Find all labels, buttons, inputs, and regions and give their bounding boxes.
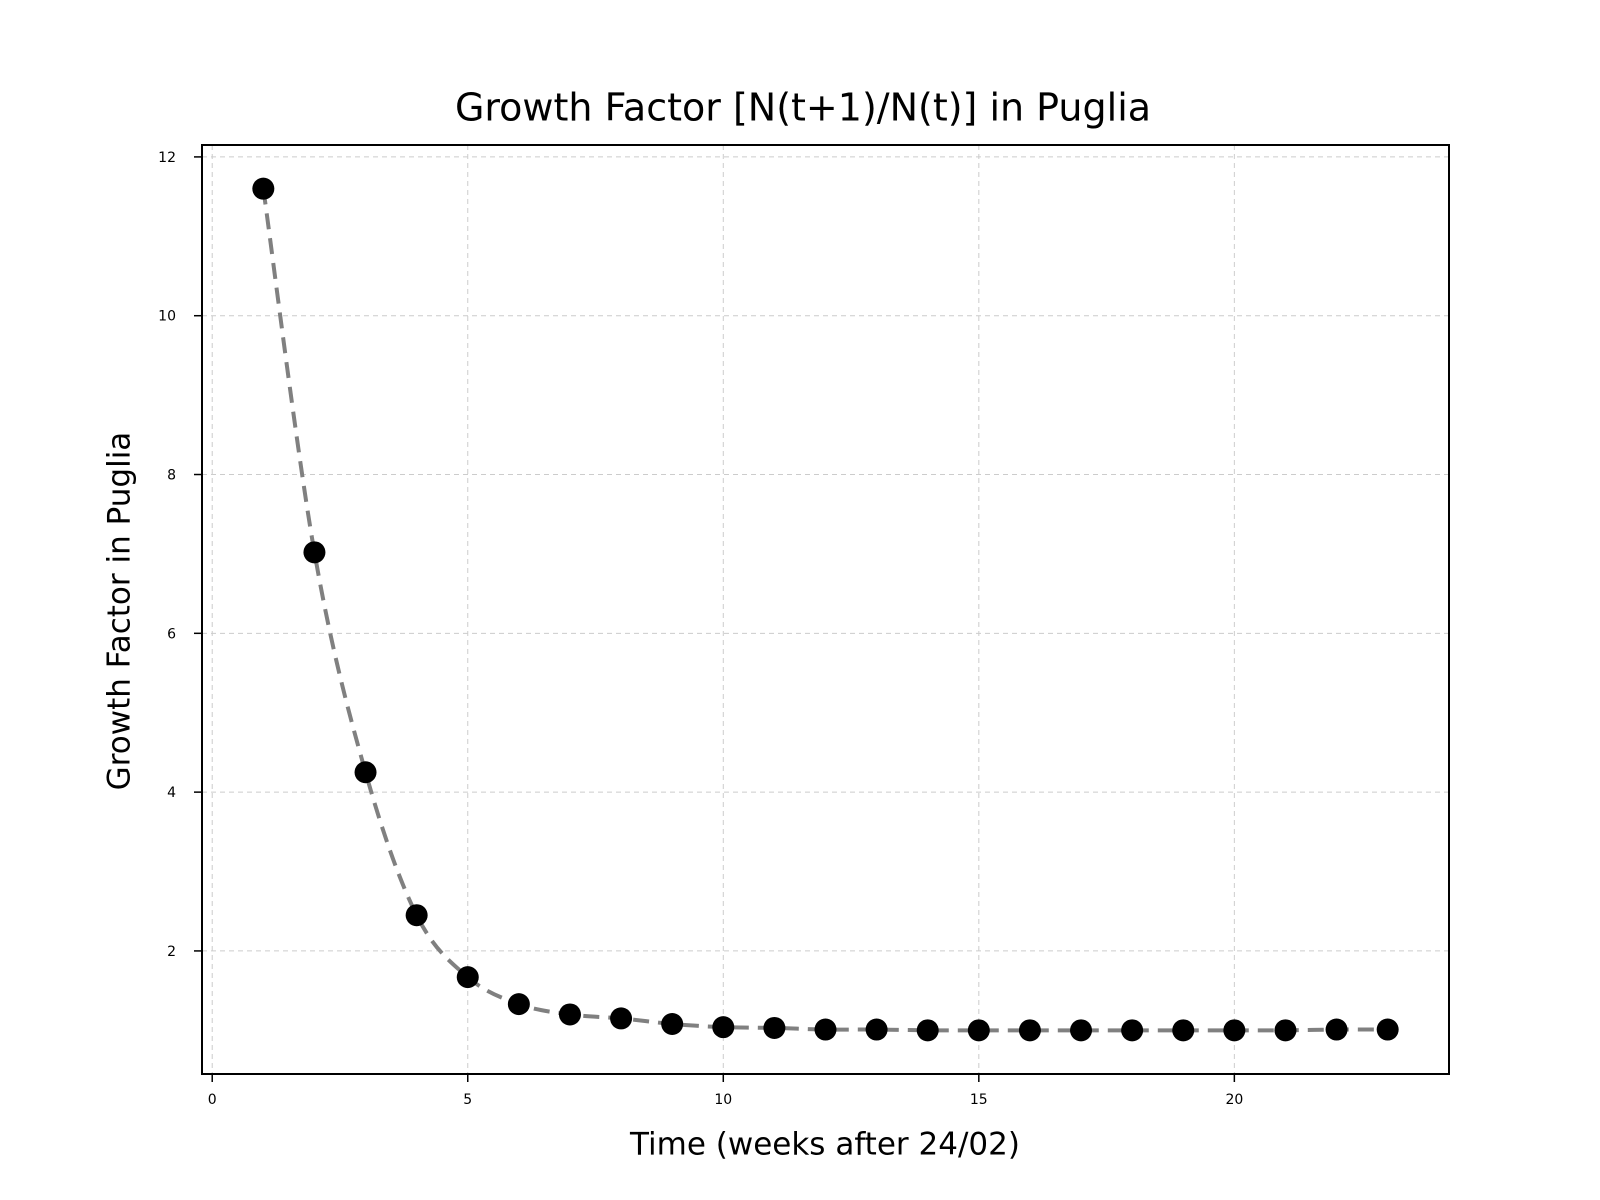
x-tick-label: 15 [970,1092,988,1108]
data-point [405,904,428,927]
data-point [712,1016,735,1039]
x-tick-label: 20 [1225,1092,1243,1108]
y-tick-label: 6 [167,626,176,642]
y-tick-label: 2 [167,944,176,960]
y-tick-label: 10 [158,309,176,325]
data-point [814,1018,837,1041]
data-points [252,177,1399,1042]
data-point [456,966,479,989]
data-point [661,1012,684,1035]
y-axis-label: Growth Factor in Puglia [102,432,138,791]
y-tick-label: 4 [167,785,176,801]
y-tick-label: 8 [167,468,176,484]
x-tick-label: 0 [208,1092,217,1108]
x-axis-label: Time (weeks after 24/02) [629,1127,1020,1163]
data-point [354,761,377,784]
plot-frame [201,144,1450,1075]
data-point [252,177,275,200]
chart-title: Growth Factor [N(t+1)/N(t)] in Puglia [455,86,1151,130]
data-point [763,1016,786,1039]
data-point [1274,1019,1297,1042]
data-point [865,1018,888,1041]
x-tick-label: 5 [463,1092,472,1108]
grid-lines [202,145,1449,1074]
data-point [1018,1019,1041,1042]
x-tick-label: 10 [714,1092,732,1108]
data-point [507,993,530,1016]
data-point [1121,1019,1144,1042]
data-point [916,1019,939,1042]
data-point [610,1007,633,1030]
data-point [1376,1018,1399,1041]
series-line [261,188,1388,1033]
data-point [1070,1019,1093,1042]
data-point [1172,1019,1195,1042]
data-point [1223,1019,1246,1042]
data-point [1325,1018,1348,1041]
data-point [558,1003,581,1026]
y-tick-label: 12 [158,150,176,166]
axis-ticks: 0 5 10 15 20 2 4 6 8 10 12 [158,150,1243,1108]
data-point [303,541,326,564]
data-point [967,1019,990,1042]
